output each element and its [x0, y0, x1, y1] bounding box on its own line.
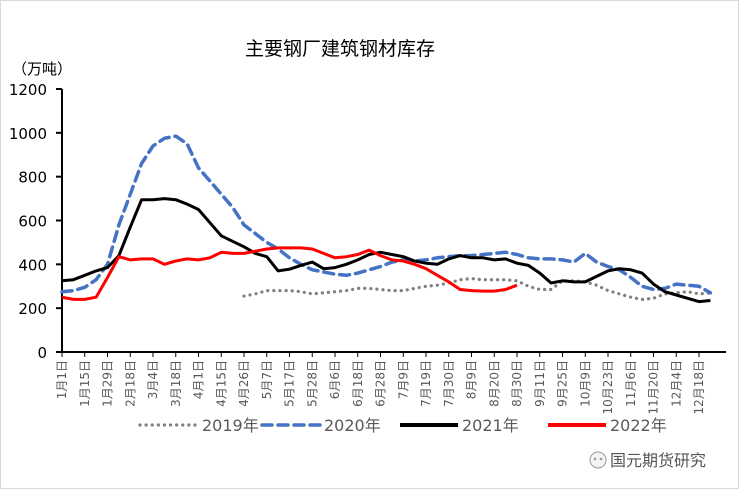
x-tick-label: 6月28日	[374, 360, 388, 407]
x-tick-label: 8月9日	[465, 360, 479, 399]
x-tick-label: 12月18日	[692, 360, 706, 415]
x-tick-label: 4月1日	[192, 360, 206, 399]
x-tick-label: 6月6日	[328, 360, 342, 399]
watermark: 国元期货研究	[589, 451, 706, 470]
series-line-2020	[60, 134, 713, 295]
x-tick-label: 5月7日	[260, 360, 274, 399]
y-tick-label: 400	[18, 256, 47, 274]
x-tick-label: 12月4日	[669, 360, 683, 407]
y-tick-label: 1200	[9, 81, 47, 99]
x-tick-label: 9月11日	[533, 360, 547, 407]
x-tick-label: 6月18日	[351, 360, 365, 407]
series-line-2021	[61, 197, 711, 304]
legend-label: 2020年	[324, 416, 381, 435]
y-tick-label: 200	[18, 300, 47, 318]
x-tick-label: 7月9日	[396, 360, 410, 399]
x-tick-label: 2月18日	[123, 360, 137, 407]
x-tick-label: 7月19日	[419, 360, 433, 407]
legend-label: 2022年	[610, 416, 667, 435]
y-tick-label: 0	[37, 344, 47, 362]
x-tick-label: 7月30日	[442, 360, 456, 407]
x-tick-label: 4月15日	[214, 360, 228, 407]
legend-label: 2019年	[202, 416, 259, 435]
legend-label: 2021年	[462, 416, 519, 435]
chart-title: 主要钢厂建筑钢材库存	[245, 38, 435, 60]
x-tick-label: 11月6日	[624, 360, 638, 407]
series-line-2022	[61, 246, 518, 301]
y-tick-label: 600	[18, 213, 47, 231]
x-tick-label: 4月26日	[237, 360, 251, 407]
x-tick-label: 3月4日	[146, 360, 160, 399]
y-tick-label: 1000	[9, 125, 47, 143]
wechat-icon	[589, 451, 607, 469]
series-line-2019	[242, 277, 713, 301]
watermark-text: 国元期货研究	[610, 451, 706, 470]
x-tick-label: 5月17日	[283, 360, 297, 407]
x-tick-label: 1月1日	[55, 360, 69, 399]
x-tick-label: 11月20日	[647, 360, 661, 415]
x-tick-label: 9月25日	[556, 360, 570, 407]
x-tick-label: 3月18日	[169, 360, 183, 407]
y-axis-unit-label: （万吨）	[12, 60, 72, 78]
x-tick-label: 10月9日	[578, 360, 592, 407]
x-tick-label: 1月29日	[101, 360, 115, 407]
x-tick-label: 8月30日	[510, 360, 524, 407]
x-tick-label: 10月23日	[601, 360, 615, 415]
x-tick-label: 8月20日	[487, 360, 501, 407]
x-tick-label: 1月15日	[78, 360, 92, 407]
x-tick-label: 5月28日	[305, 360, 319, 407]
y-tick-label: 800	[18, 169, 47, 187]
